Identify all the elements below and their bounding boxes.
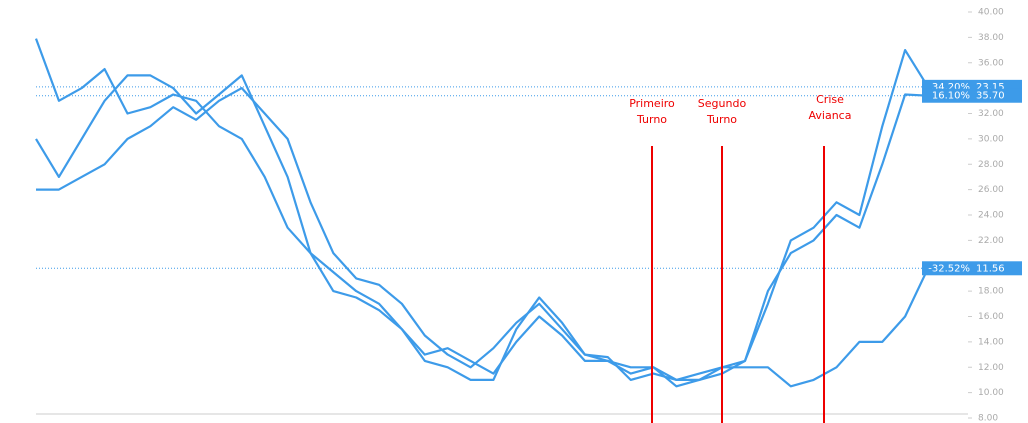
y-tick-label: 10.00 — [978, 388, 1004, 398]
y-tick-label: 32.00 — [978, 109, 1004, 119]
annotation-label: Avianca — [809, 109, 852, 122]
annotation-label: Segundo — [698, 97, 747, 110]
last-value-box — [922, 261, 1022, 276]
annotation-label: Primeiro — [629, 97, 675, 110]
y-tick-label: 38.00 — [978, 33, 1004, 43]
y-tick-label: 36.00 — [978, 58, 1004, 68]
series-line — [36, 87, 929, 388]
last-value-label: 11.56 — [976, 263, 1005, 274]
y-tick-label: 26.00 — [978, 185, 1004, 195]
y-tick-label: 22.00 — [978, 236, 1004, 246]
y-tick-label: 24.00 — [978, 211, 1004, 221]
change-label: 34.20% — [932, 82, 970, 93]
y-tick-label: 16.00 — [978, 312, 1004, 322]
annotation-label: Crise — [816, 93, 844, 106]
y-tick-label: 30.00 — [978, 134, 1004, 144]
change-label: -32.52% — [928, 263, 970, 274]
y-tick-label: 28.00 — [978, 160, 1004, 170]
y-tick-label: 40.00 — [978, 8, 1004, 18]
change-label: 16.10% — [932, 91, 970, 102]
last-value-label: 23.15 — [976, 82, 1005, 93]
y-tick-label: 8.00 — [978, 414, 998, 423]
last-value-box — [922, 88, 1022, 103]
last-value-label: 35.70 — [976, 91, 1005, 102]
y-tick-label: 12.00 — [978, 363, 1004, 373]
annotation-label: Turno — [706, 113, 737, 126]
y-tick-label: 18.00 — [978, 287, 1004, 297]
y-tick-label: 14.00 — [978, 337, 1004, 347]
annotation-label: Turno — [636, 113, 667, 126]
series-line — [34, 38, 929, 381]
series-line — [35, 74, 929, 388]
